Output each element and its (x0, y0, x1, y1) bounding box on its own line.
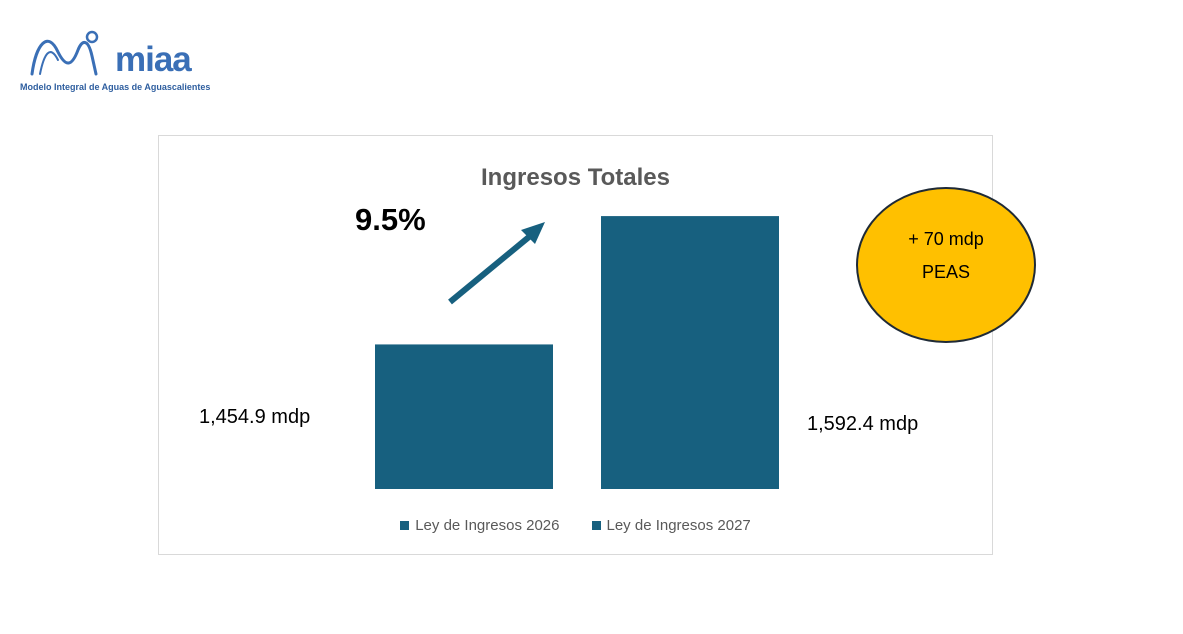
legend-item-2027: Ley de Ingresos 2027 (591, 517, 751, 534)
growth-percentage: 9.5% (355, 202, 426, 237)
chart-plot (375, 216, 779, 489)
growth-arrow-head (521, 222, 545, 244)
data-label-2027: 1,592.4 mdp (807, 413, 919, 435)
peas-badge: + 70 mdp PEAS (856, 187, 1036, 343)
legend-item-2026: Ley de Ingresos 2026 (400, 517, 560, 534)
chart-title: Ingresos Totales (481, 164, 670, 191)
badge-amount: + 70 mdp (908, 229, 984, 249)
chart-legend: Ley de Ingresos 2026 Ley de Ingresos 202… (159, 517, 992, 534)
growth-arrow-shaft (448, 229, 537, 305)
logo-wordmark: miaa (115, 40, 192, 79)
legend-swatch (400, 521, 410, 530)
data-label-2026: 1,454.9 mdp (199, 406, 311, 428)
bar-ley-de-ingresos-2027 (601, 216, 779, 489)
chart-frame: Ingresos Totales 9.5% 1,454.9 mdp 1,592.… (158, 135, 993, 555)
logo-tagline: Modelo Integral de Aguas de Aguascalient… (20, 82, 211, 92)
wave-figure-icon (30, 30, 99, 76)
badge-label: PEAS (921, 262, 971, 282)
legend-label: Ley de Ingresos 2026 (415, 517, 560, 534)
legend-swatch (591, 521, 601, 530)
bar-ley-de-ingresos-2026 (375, 344, 553, 489)
miaa-logo: miaa Modelo Integral de Aguas de Aguasca… (18, 28, 218, 98)
legend-label: Ley de Ingresos 2027 (606, 517, 751, 534)
